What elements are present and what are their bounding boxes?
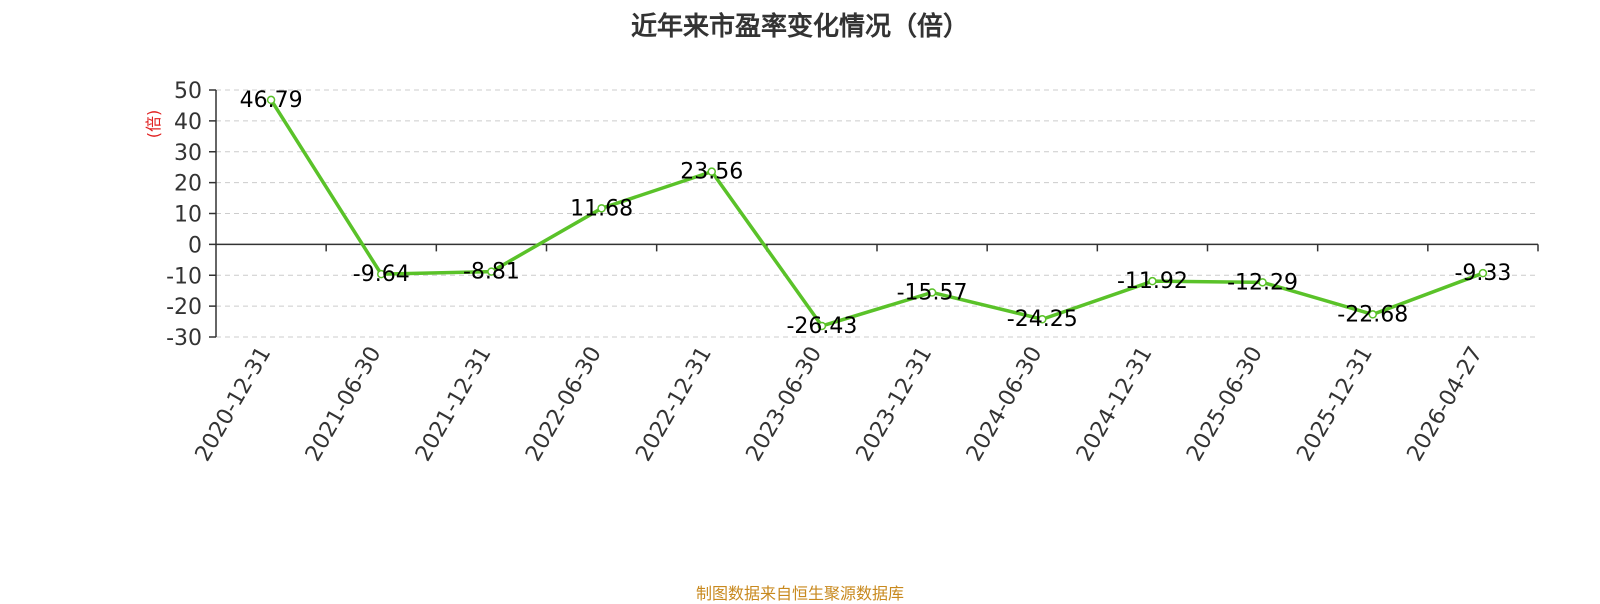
data-point xyxy=(377,269,386,279)
chart-title: 近年来市盈率变化情况（倍） xyxy=(630,12,969,42)
x-tick-label: 2020-12-31 xyxy=(191,343,277,466)
data-label: -15.57 xyxy=(897,280,968,305)
y-tick-label: -20 xyxy=(166,295,202,320)
y-axis-label: (倍) xyxy=(144,110,163,139)
data-point xyxy=(1038,314,1047,324)
x-tick-label: 2024-12-31 xyxy=(1072,343,1158,466)
data-point xyxy=(597,204,606,213)
source-note: 制图数据来自恒生聚源数据库 xyxy=(695,584,904,603)
y-tick-label: 20 xyxy=(174,172,202,197)
data-label: -12.29 xyxy=(1227,270,1298,295)
x-tick-label: 2025-12-31 xyxy=(1292,343,1378,466)
x-tick-labels: 2020-12-31 2021-06-30 2021-12-31 2022-06-30… xyxy=(191,342,1488,465)
data-label: -11.92 xyxy=(1117,269,1188,294)
y-tick-label: 0 xyxy=(188,233,202,258)
x-tick-label: 2022-12-31 xyxy=(631,343,717,466)
grid-lines xyxy=(216,89,1538,338)
data-label: -9.33 xyxy=(1454,261,1511,286)
data-labels: 46.79 -9.64 -8.81 11.68 23.56 -26.43 -15.57 -24… xyxy=(240,88,1512,339)
x-tick-label: 2021-12-31 xyxy=(411,342,497,465)
y-tick-label: -10 xyxy=(166,264,202,289)
axes xyxy=(209,89,1539,338)
x-tick-label: 2026-04-27 xyxy=(1403,343,1489,466)
data-point xyxy=(817,321,827,331)
data-point xyxy=(1148,276,1157,286)
y-tick-label: -30 xyxy=(166,326,202,351)
series-line-path xyxy=(269,98,1484,328)
data-point xyxy=(487,267,496,276)
data-label: -26.43 xyxy=(786,314,857,339)
x-tick-label: 2024-06-30 xyxy=(962,343,1048,466)
data-label: -8.81 xyxy=(463,260,520,285)
x-tick-label: 2022-06-30 xyxy=(521,343,607,466)
data-label: 11.68 xyxy=(570,196,633,221)
data-point xyxy=(1478,268,1488,278)
y-tick-labels: 50 40 30 20 10 0 -10 -20 -30 xyxy=(166,79,202,351)
data-point xyxy=(707,167,716,176)
data-point xyxy=(1258,278,1267,287)
series-line xyxy=(266,95,1488,331)
data-label: 23.56 xyxy=(680,160,743,185)
y-tick-label: 50 xyxy=(174,79,202,104)
y-tick-label: 30 xyxy=(174,141,202,166)
data-label: -24.25 xyxy=(1007,307,1078,332)
data-label: -9.64 xyxy=(353,262,410,287)
data-label: -22.68 xyxy=(1337,302,1408,327)
x-tick-label: 2025-06-30 xyxy=(1182,343,1268,466)
y-tick-label: 10 xyxy=(174,203,202,228)
x-tick-label: 2023-12-31 xyxy=(852,342,938,465)
x-tick-label: 2023-06-30 xyxy=(742,343,828,466)
data-point xyxy=(266,95,276,105)
data-label: 46.79 xyxy=(240,88,303,113)
y-tick-label: 40 xyxy=(174,110,202,135)
data-point xyxy=(927,288,937,297)
data-point xyxy=(1368,310,1377,319)
x-tick-label: 2021-06-30 xyxy=(301,343,387,466)
